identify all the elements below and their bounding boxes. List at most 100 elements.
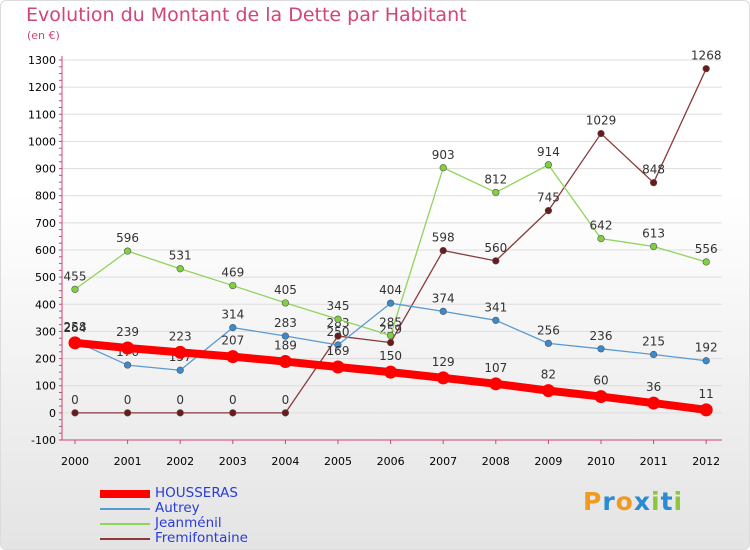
x-tick-label: 2008 — [482, 455, 510, 468]
data-point — [281, 332, 290, 340]
x-tick-label: 2007 — [429, 455, 457, 468]
data-point — [384, 365, 398, 379]
data-label: 0 — [71, 393, 79, 407]
data-label: 223 — [169, 329, 192, 343]
legend-swatch — [100, 538, 150, 540]
data-label: 345 — [327, 299, 350, 313]
data-point — [121, 341, 135, 355]
data-point — [439, 307, 447, 315]
data-point — [439, 246, 447, 255]
proxiti-logo: Proxiti — [583, 487, 683, 516]
y-tick-label: 900 — [35, 163, 56, 176]
data-label: 0 — [229, 393, 237, 407]
data-point — [492, 257, 500, 265]
data-point — [647, 396, 661, 410]
y-tick-label: 800 — [35, 190, 56, 203]
data-point — [702, 357, 710, 365]
y-tick-label: 1100 — [28, 108, 56, 121]
x-tick-label: 2001 — [114, 455, 142, 468]
data-point — [436, 371, 450, 385]
x-tick-label: 2002 — [166, 455, 194, 468]
data-point — [176, 409, 184, 417]
data-point — [68, 336, 82, 350]
data-label: 207 — [221, 334, 244, 348]
x-tick-label: 2003 — [219, 455, 247, 468]
chart-title: Evolution du Montant de la Dette par Hab… — [26, 4, 467, 26]
data-point — [702, 258, 710, 266]
data-point — [544, 161, 553, 169]
logo-letter: i — [673, 487, 684, 516]
data-point — [71, 285, 79, 293]
y-tick-label: 300 — [35, 325, 56, 338]
data-point — [489, 377, 503, 391]
data-label: 745 — [537, 191, 560, 205]
data-point — [597, 235, 605, 243]
x-tick-label: 2006 — [377, 455, 405, 468]
data-point — [334, 341, 342, 349]
data-label: 283 — [327, 316, 350, 330]
logo-letter: x — [633, 487, 651, 516]
data-label: 0 — [124, 393, 132, 407]
data-point — [229, 324, 237, 332]
data-point — [594, 390, 608, 404]
data-label: 560 — [484, 241, 507, 255]
data-label: 283 — [274, 316, 297, 330]
data-label: 1029 — [586, 114, 617, 128]
y-tick-label: 100 — [35, 380, 56, 393]
data-point — [71, 409, 79, 417]
data-label: 374 — [432, 291, 455, 305]
legend-label: HOUSSERAS — [155, 485, 238, 501]
x-tick-label: 2010 — [587, 455, 615, 468]
y-tick-label: 1300 — [28, 54, 56, 67]
data-point — [544, 207, 553, 215]
data-point — [176, 265, 184, 273]
data-point — [597, 345, 605, 353]
data-point — [334, 315, 342, 323]
data-label: 82 — [541, 368, 556, 382]
data-point — [229, 281, 237, 290]
data-label: 11 — [699, 387, 714, 401]
data-label: 598 — [432, 231, 455, 245]
data-label: 848 — [642, 163, 665, 177]
x-tick-label: 2009 — [534, 455, 562, 468]
data-label: 250 — [327, 325, 350, 339]
y-tick-label: 0 — [49, 407, 56, 420]
x-tick-label: 2005 — [324, 455, 352, 468]
data-label: 914 — [537, 145, 560, 159]
logo-letter: i — [651, 487, 661, 516]
x-tick-label: 2004 — [271, 455, 299, 468]
data-label: 239 — [116, 325, 139, 339]
data-point — [226, 350, 240, 364]
data-label: 256 — [537, 323, 560, 337]
legend-label: Fremifontaine — [155, 530, 248, 546]
data-label: 236 — [590, 329, 613, 343]
data-point — [439, 164, 447, 172]
x-tick-label: 2012 — [692, 455, 720, 468]
logo-letter: t — [660, 487, 674, 516]
data-label: 215 — [642, 335, 665, 349]
data-point — [281, 409, 290, 417]
data-point — [492, 316, 500, 324]
x-tick-label: 2000 — [61, 455, 89, 468]
data-point — [541, 384, 555, 398]
data-label: 107 — [484, 361, 507, 375]
y-tick-label: 600 — [35, 244, 56, 257]
y-tick-label: 1200 — [28, 81, 56, 94]
data-point — [176, 366, 184, 374]
y-tick-label: 1000 — [28, 135, 56, 148]
y-tick-label: -100 — [31, 434, 56, 447]
data-label: 150 — [379, 349, 402, 363]
legend-swatch — [100, 490, 150, 498]
legend-swatch — [100, 508, 150, 510]
data-label: 556 — [695, 242, 718, 256]
y-tick-label: 500 — [35, 271, 56, 284]
data-label: 0 — [176, 393, 184, 407]
data-point — [173, 345, 187, 359]
data-point — [649, 350, 658, 359]
data-point — [123, 409, 132, 417]
data-point — [649, 179, 658, 187]
data-label: 189 — [274, 339, 297, 353]
data-label: 812 — [484, 172, 507, 186]
data-label: 404 — [379, 283, 402, 297]
